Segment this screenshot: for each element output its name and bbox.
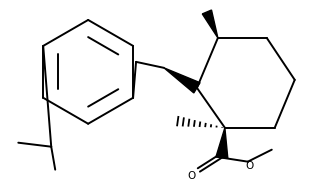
Text: O: O bbox=[246, 161, 254, 171]
Polygon shape bbox=[164, 68, 200, 93]
Polygon shape bbox=[202, 10, 218, 38]
Polygon shape bbox=[216, 128, 228, 158]
Text: O: O bbox=[188, 171, 196, 181]
